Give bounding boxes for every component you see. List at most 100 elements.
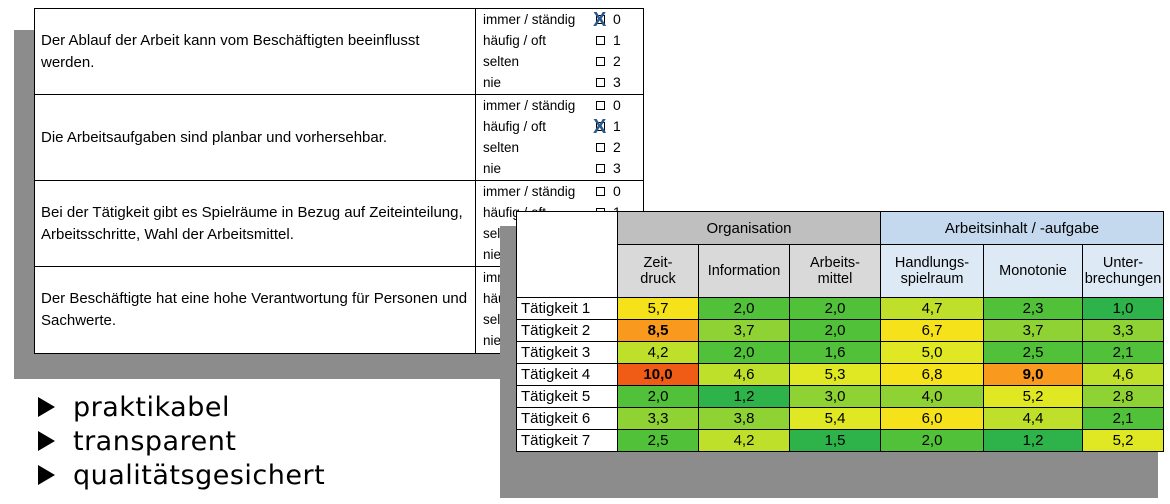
score-cell: 6,7 [880,319,984,342]
triangle-bullet-icon [38,431,55,451]
column-header: Arbeits-mittel [789,244,881,298]
group-header-row: Organisation Arbeitsinhalt / -aufgabe [516,211,1164,298]
score-cell: 8,5 [617,319,699,342]
option-label: immer / ständig [483,12,576,27]
column-header: Handlungs-spielraum [880,244,984,298]
group-header: Organisation [617,211,881,245]
score-cell: 2,1 [1082,407,1164,430]
score-cell: 3,7 [698,319,790,342]
score-cell: 1,2 [698,385,790,408]
score-cell: 2,0 [789,297,881,320]
score-cell: 5,7 [617,297,699,320]
option-value: 0 [613,183,621,199]
score-cell: 6,0 [880,407,984,430]
score-cell: 4,6 [698,363,790,386]
corner-cell [516,211,618,298]
table-row: Tätigkeit 4 10,0 4,6 5,3 6,8 9,0 4,6 [516,363,1164,386]
score-cell: 4,7 [880,297,984,320]
option-checkbox[interactable] [596,36,605,45]
option-checkbox[interactable] [596,143,605,152]
option-label: häufig / oft [483,119,547,134]
row-label: Tätigkeit 1 [516,297,618,320]
triangle-bullet-icon [38,465,55,485]
option-value: 0 [613,97,621,113]
score-cell: 3,3 [617,407,699,430]
option-label: immer / ständig [483,98,576,113]
option-label: häufig / oft [483,33,547,48]
option-value: 2 [613,53,621,69]
score-cell: 2,5 [617,429,699,452]
option-label: selten [483,140,520,155]
row-label: Tätigkeit 7 [516,429,618,452]
column-divider [475,267,476,353]
option-checkbox[interactable] [596,164,605,173]
column-header: Monotonie [983,244,1083,298]
row-label: Tätigkeit 5 [516,385,618,408]
column-header: Information [698,244,790,298]
row-label: Tätigkeit 3 [516,341,618,364]
question-row: Der Ablauf der Arbeit kann vom Beschäfti… [35,9,643,95]
score-cell: 4,4 [983,407,1083,430]
check-mark-icon: X [593,116,607,138]
question-row: Die Arbeitsaufgaben sind planbar und vor… [35,95,643,181]
score-cell: 5,2 [983,385,1083,408]
option-label: selten [483,54,520,69]
question-text: Der Ablauf der Arbeit kann vom Beschäfti… [41,32,420,71]
option-checkbox[interactable] [596,15,605,24]
bullet-text: transparent [73,425,237,457]
column-divider [475,181,476,266]
option-label: nie [483,333,502,348]
score-cell: 2,1 [1082,341,1164,364]
option-label: nie [483,247,502,262]
row-label: Tätigkeit 6 [516,407,618,430]
score-cell: 5,2 [1082,429,1164,452]
table-row: Tätigkeit 3 4,2 2,0 1,6 5,0 2,5 2,1 [516,341,1164,364]
option-label: immer / ständig [483,184,576,199]
score-cell: 3,8 [698,407,790,430]
question-text: Bei der Tätigkeit gibt es Spielräume in … [41,204,463,243]
score-cell: 6,8 [880,363,984,386]
column-header: Unter-brechungen [1082,244,1164,298]
column-divider [475,9,476,94]
score-cell: 2,0 [617,385,699,408]
score-cell: 2,5 [983,341,1083,364]
bullet-text: praktikabel [73,391,230,423]
questionnaire-panel: Der Ablauf der Arbeit kann vom Beschäfti… [34,8,644,354]
score-cell: 2,0 [789,319,881,342]
column-divider [475,95,476,180]
score-cell: 2,0 [698,297,790,320]
score-cell: 4,0 [880,385,984,408]
score-cell: 1,5 [789,429,881,452]
column-header: Zeit-druck [617,244,699,298]
benefits-list: praktikabel transparent qualitätsgesichert [38,390,325,492]
option-checkbox[interactable] [596,78,605,87]
triangle-bullet-icon [38,397,55,417]
results-table: Organisation Arbeitsinhalt / -aufgabe Zeit… [516,211,1164,452]
option-checkbox[interactable] [596,122,605,131]
table-row: Tätigkeit 7 2,5 4,2 1,5 2,0 1,2 5,2 [516,429,1164,452]
score-cell: 5,0 [880,341,984,364]
check-mark-icon: X [593,9,607,31]
score-cell: 5,4 [789,407,881,430]
score-cell: 1,2 [983,429,1083,452]
option-value: 3 [613,160,621,176]
option-value: 2 [613,139,621,155]
option-value: 3 [613,74,621,90]
score-cell: 9,0 [983,363,1083,386]
option-checkbox[interactable] [596,187,605,196]
option-checkbox[interactable] [596,57,605,66]
score-cell: 10,0 [617,363,699,386]
score-cell: 2,0 [880,429,984,452]
score-cell: 3,0 [789,385,881,408]
score-cell: 2,0 [698,341,790,364]
score-cell: 4,6 [1082,363,1164,386]
column-header-row: Zeit-druck Information Arbeits-mittel Handl… [517,244,1164,298]
score-cell: 4,2 [698,429,790,452]
option-checkbox[interactable] [596,101,605,110]
score-cell: 4,2 [617,341,699,364]
row-label: Tätigkeit 2 [516,319,618,342]
score-cell: 3,3 [1082,319,1164,342]
bullet-item: qualitätsgesichert [38,458,325,492]
score-cell: 1,6 [789,341,881,364]
option-label: nie [483,161,502,176]
